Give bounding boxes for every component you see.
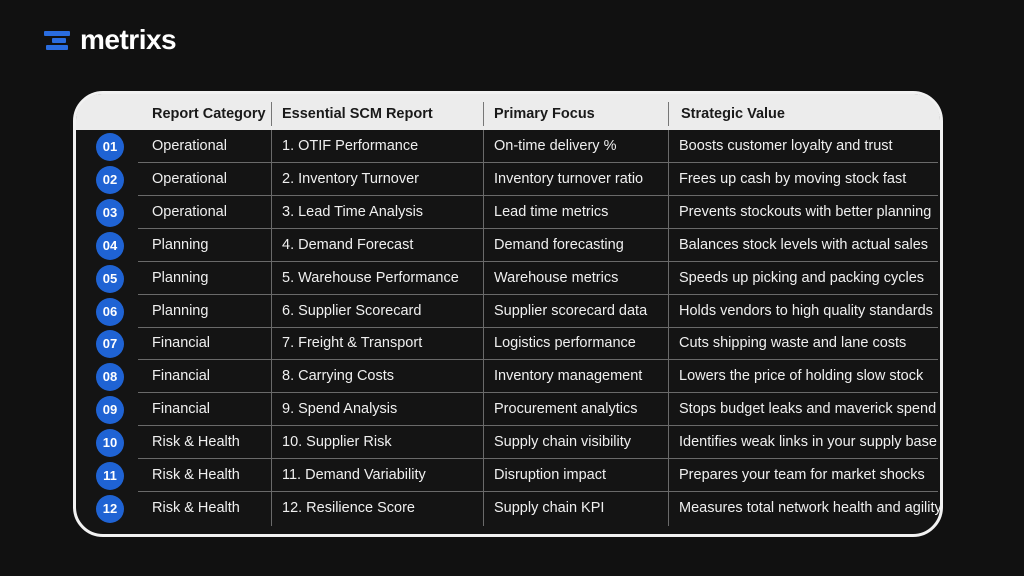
table-header: Report Category Essential SCM Report Pri… xyxy=(76,94,940,130)
column-divider xyxy=(668,130,669,526)
row-separator xyxy=(138,194,938,196)
cell-report: 7. Freight & Transport xyxy=(282,335,423,352)
cell-focus: Lead time metrics xyxy=(494,203,609,220)
table-row: 07 Financial 7. Freight & Transport Logisti… xyxy=(76,327,940,361)
cell-category: Financial xyxy=(152,401,211,418)
row-separator xyxy=(138,326,938,328)
cell-report: 4. Demand Forecast xyxy=(282,236,414,253)
row-separator xyxy=(138,491,938,492)
cell-focus: Inventory turnover ratio xyxy=(494,170,644,187)
cell-category: Financial xyxy=(152,335,211,352)
cell-focus: Supplier scorecard data xyxy=(494,302,648,319)
row-number-badge: 10 xyxy=(96,429,124,458)
cell-category: Planning xyxy=(152,236,209,253)
row-separator xyxy=(138,359,938,361)
cell-value: Speeds up picking and packing cycles xyxy=(679,269,925,286)
cell-report: 3. Lead Time Analysis xyxy=(282,203,424,220)
table-row: 12 Risk & Health 12. Resilience Score Suppl… xyxy=(76,492,942,525)
cell-value: Measures total network health and agilit… xyxy=(679,499,942,516)
cell-focus: Inventory management xyxy=(494,368,643,385)
brand-logo: metrixs xyxy=(44,24,177,55)
table-row: 04 Planning 4. Demand Forecast Demand forec… xyxy=(76,229,940,262)
cell-category: Operational xyxy=(152,138,227,154)
cell-report: 12. Resilience Score xyxy=(282,499,415,516)
header-report-category: Report Category xyxy=(152,106,266,122)
row-number-badge: 08 xyxy=(96,363,124,392)
table-row: 03 Operational 3. Lead Time Analysis Lead t… xyxy=(76,196,940,229)
report-table-card: Report Category Essential SCM Report Pri… xyxy=(73,91,943,537)
row-separator xyxy=(138,227,938,229)
row-number-badge: 06 xyxy=(96,297,124,326)
brand-name: metrixs xyxy=(80,24,177,55)
cell-value: Prepares your team for market shocks xyxy=(679,467,925,483)
row-number-badge: 07 xyxy=(96,330,124,359)
cell-focus: Logistics performance xyxy=(494,335,636,352)
cell-category: Risk & Health xyxy=(152,434,240,451)
cell-value: Identifies weak links in your supply bas… xyxy=(679,434,937,451)
cell-value: Holds vendors to high quality standards xyxy=(679,302,933,319)
row-separator xyxy=(138,392,938,394)
row-number-badge: 09 xyxy=(96,396,124,425)
table-row: 01 Operational 1. OTIF Performance On-time … xyxy=(76,130,940,163)
row-number-badge: 05 xyxy=(96,264,124,293)
table-row: 05 Planning 5. Warehouse Performance Wareho… xyxy=(76,262,940,295)
stacked-bars-logo-icon xyxy=(44,28,74,52)
cell-focus: Supply chain KPI xyxy=(494,499,605,516)
cell-category: Planning xyxy=(152,302,209,319)
table-row: 08 Financial 8. Carrying Costs Inventory ma… xyxy=(76,360,940,394)
cell-report: 11. Demand Variability xyxy=(282,467,426,483)
cell-value: Stops budget leaks and maverick spend xyxy=(679,401,937,418)
row-number-badge: 01 xyxy=(96,133,124,161)
cell-report: 8. Carrying Costs xyxy=(282,368,395,385)
header-essential-scm-report: Essential SCM Report xyxy=(282,106,433,122)
cell-category: Financial xyxy=(152,368,211,385)
cell-report: 10. Supplier Risk xyxy=(282,434,392,451)
cell-focus: Warehouse metrics xyxy=(494,269,619,286)
cell-report: 2. Inventory Turnover xyxy=(282,170,420,187)
cell-report: 5. Warehouse Performance xyxy=(282,269,459,286)
cell-report: 6. Supplier Scorecard xyxy=(282,302,422,319)
row-separator xyxy=(138,458,938,460)
cell-category: Operational xyxy=(152,203,227,220)
cell-value: Balances stock levels with actual sales xyxy=(679,236,929,253)
cell-focus: Disruption impact xyxy=(494,467,607,483)
table-row: 02 Operational 2. Inventory Turnover Invent… xyxy=(76,163,940,196)
cell-report: 1. OTIF Performance xyxy=(282,138,419,154)
cell-category: Operational xyxy=(152,170,227,187)
table-row: 09 Financial 9. Spend Analysis Procurement … xyxy=(76,393,940,427)
row-number-badge: 12 xyxy=(96,494,124,523)
cell-value: Boosts customer loyalty and trust xyxy=(679,138,893,154)
cell-value: Frees up cash by moving stock fast xyxy=(679,170,907,187)
row-number-badge: 04 xyxy=(96,231,124,260)
row-separator xyxy=(138,260,938,262)
table-row: 06 Planning 6. Supplier Scorecard Supplier … xyxy=(76,295,940,328)
row-separator xyxy=(138,293,938,295)
cell-focus: Procurement analytics xyxy=(494,401,638,418)
table-row: 10 Risk & Health 10. Supplier Risk Supply c… xyxy=(76,426,940,460)
cell-value: Cuts shipping waste and lane costs xyxy=(679,335,907,352)
cell-category: Risk & Health xyxy=(152,499,240,516)
column-divider xyxy=(271,130,272,526)
row-number-badge: 03 xyxy=(96,198,124,227)
row-separator xyxy=(138,162,938,163)
cell-report: 9. Spend Analysis xyxy=(282,401,398,418)
cell-value: Prevents stockouts with better planning xyxy=(679,203,932,220)
cell-category: Planning xyxy=(152,269,209,286)
row-separator xyxy=(138,425,938,427)
cell-focus: On-time delivery % xyxy=(494,138,617,154)
table-row: 11 Risk & Health 11. Demand Variability Dis… xyxy=(76,459,940,492)
cell-focus: Supply chain visibility xyxy=(494,434,632,451)
cell-category: Risk & Health xyxy=(152,467,240,483)
cell-value: Lowers the price of holding slow stock xyxy=(679,368,924,385)
header-primary-focus: Primary Focus xyxy=(494,106,595,122)
column-divider xyxy=(483,130,484,526)
header-strategic-value: Strategic Value xyxy=(681,106,785,122)
cell-focus: Demand forecasting xyxy=(494,236,624,253)
row-number-badge: 11 xyxy=(96,462,124,490)
row-number-badge: 02 xyxy=(96,165,124,194)
